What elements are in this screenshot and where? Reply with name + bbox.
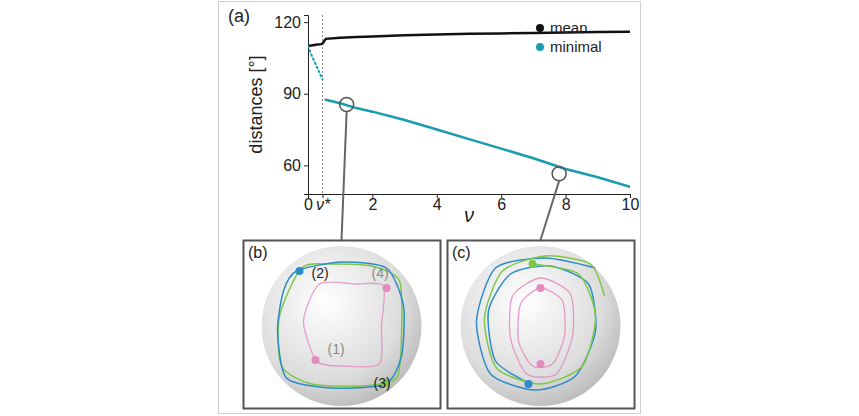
trajectory	[303, 282, 384, 367]
inset-frame	[448, 241, 635, 409]
trajectory-point	[312, 356, 320, 364]
legend-label: mean	[550, 19, 588, 36]
y-axis-line	[304, 16, 309, 195]
x-tick: 2	[368, 194, 377, 213]
trajectories: (1) (2) (3) (4)	[277, 262, 404, 391]
trajectory	[484, 256, 604, 384]
y-tick-label: 120	[274, 14, 301, 31]
trajectory	[518, 288, 565, 367]
connector-line	[342, 112, 347, 241]
y-tick: 120	[274, 14, 308, 31]
x-tick-label: 10	[622, 196, 640, 213]
legend-label: minimal	[550, 38, 602, 55]
legend-symbol	[536, 43, 544, 51]
y-axis-title: distances [°]	[246, 55, 266, 153]
x-tick-label: 2	[368, 196, 377, 213]
y-tick-mark	[304, 165, 308, 166]
legend: mean minimal	[536, 19, 602, 55]
inset-panel: (1) (2) (3) (4) (b)	[244, 241, 441, 409]
inset-panel: (c)	[448, 241, 635, 409]
panel-label: (a)	[228, 6, 250, 26]
trajectory-point	[383, 284, 391, 292]
x-tick: 4	[433, 194, 442, 213]
y-axis: 60 90 120	[274, 14, 308, 195]
panel-label: (b)	[248, 244, 268, 261]
x-tick: ν*	[316, 194, 331, 213]
x-tick: 8	[562, 194, 571, 213]
x-tick-label: ν*	[316, 196, 331, 213]
point-label: (3)	[374, 375, 391, 391]
plot-area	[308, 15, 630, 194]
highlight-point	[340, 98, 354, 112]
trajectory	[509, 278, 573, 377]
panel-label: (c)	[452, 244, 471, 261]
x-axis-line	[309, 195, 631, 199]
highlight-point	[552, 167, 566, 181]
trajectory	[277, 262, 404, 388]
y-tick: 60	[283, 157, 308, 174]
point-label: (1)	[328, 341, 345, 357]
y-tick-label: 60	[283, 157, 301, 174]
sphere	[262, 246, 422, 406]
x-tick: 0	[304, 194, 313, 213]
point-label: (4)	[372, 265, 389, 281]
y-tick-mark	[304, 94, 308, 95]
x-axis-title: ν	[464, 204, 474, 226]
x-tick-label: 6	[497, 196, 506, 213]
sphere	[461, 246, 621, 406]
inset-frame	[244, 241, 441, 409]
connector-line	[541, 181, 560, 240]
point-label: (2)	[312, 265, 329, 281]
figure: 0ν* 2 4 6 8 10 60 90 120 ν distances [°] (a) mean min…	[0, 0, 859, 416]
y-tick-mark	[304, 22, 308, 23]
x-tick: 6	[497, 194, 506, 213]
trajectory-point	[537, 360, 545, 368]
x-tick-label: 4	[433, 196, 442, 213]
figure-frame	[219, 2, 641, 414]
x-tick: 10	[622, 194, 640, 213]
trajectory-point	[296, 267, 304, 275]
trajectory-point	[525, 380, 533, 388]
legend-symbol	[536, 24, 544, 32]
x-tick-label: 8	[562, 196, 571, 213]
trajectory	[278, 264, 402, 387]
series-line	[326, 100, 630, 187]
y-tick: 90	[283, 85, 308, 102]
trajectory-point	[529, 260, 537, 268]
trajectory-point	[537, 284, 545, 292]
x-tick-label: 0	[304, 196, 313, 213]
series-line	[308, 46, 322, 79]
y-tick-label: 90	[283, 85, 301, 102]
trajectories	[476, 256, 604, 390]
